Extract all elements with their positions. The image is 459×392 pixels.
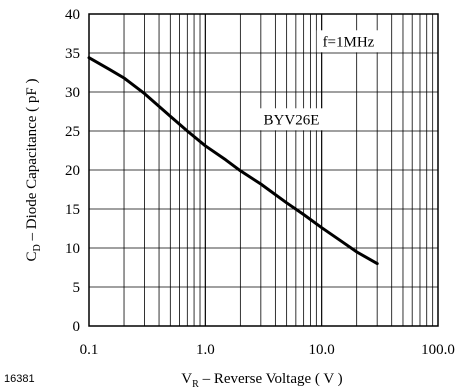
y-tick-labels: 0 5 10 15 20 25 30 35 40 xyxy=(65,7,80,335)
annotations: f=1MHz BYV26E xyxy=(259,30,381,131)
x-tick-labels: 0.1 1.0 10.0 100.0 xyxy=(80,342,455,358)
y-tick-label: 40 xyxy=(65,7,80,23)
y-tick-label: 25 xyxy=(65,124,80,140)
x-tick-label: 100.0 xyxy=(421,342,455,358)
x-axis-label: VR – Reverse Voltage ( V ) xyxy=(181,371,342,390)
y-tick-label: 10 xyxy=(65,241,80,257)
y-tick-label: 15 xyxy=(65,202,80,218)
y-axis-label: CD – Diode Capacitance ( pF ) xyxy=(24,78,43,261)
plot-border xyxy=(88,13,439,327)
y-tick-label: 30 xyxy=(65,85,80,101)
figure-id: 16381 xyxy=(4,373,35,385)
capacitance-curve xyxy=(87,56,379,266)
grid xyxy=(89,14,438,326)
y-tick-label: 35 xyxy=(65,46,80,62)
y-tick-label: 0 xyxy=(73,319,81,335)
x-tick-label: 10.0 xyxy=(309,342,335,358)
annotation-label: BYV26E xyxy=(264,112,320,128)
series xyxy=(87,56,379,266)
y-tick-label: 20 xyxy=(65,163,80,179)
annotation-background xyxy=(259,108,324,131)
annotation-label: f=1MHz xyxy=(323,34,375,50)
annotation-background xyxy=(316,30,381,53)
x-tick-label: 1.0 xyxy=(196,342,215,358)
plot-frame xyxy=(88,13,439,327)
y-tick-label: 5 xyxy=(73,280,81,296)
x-tick-label: 0.1 xyxy=(80,342,99,358)
